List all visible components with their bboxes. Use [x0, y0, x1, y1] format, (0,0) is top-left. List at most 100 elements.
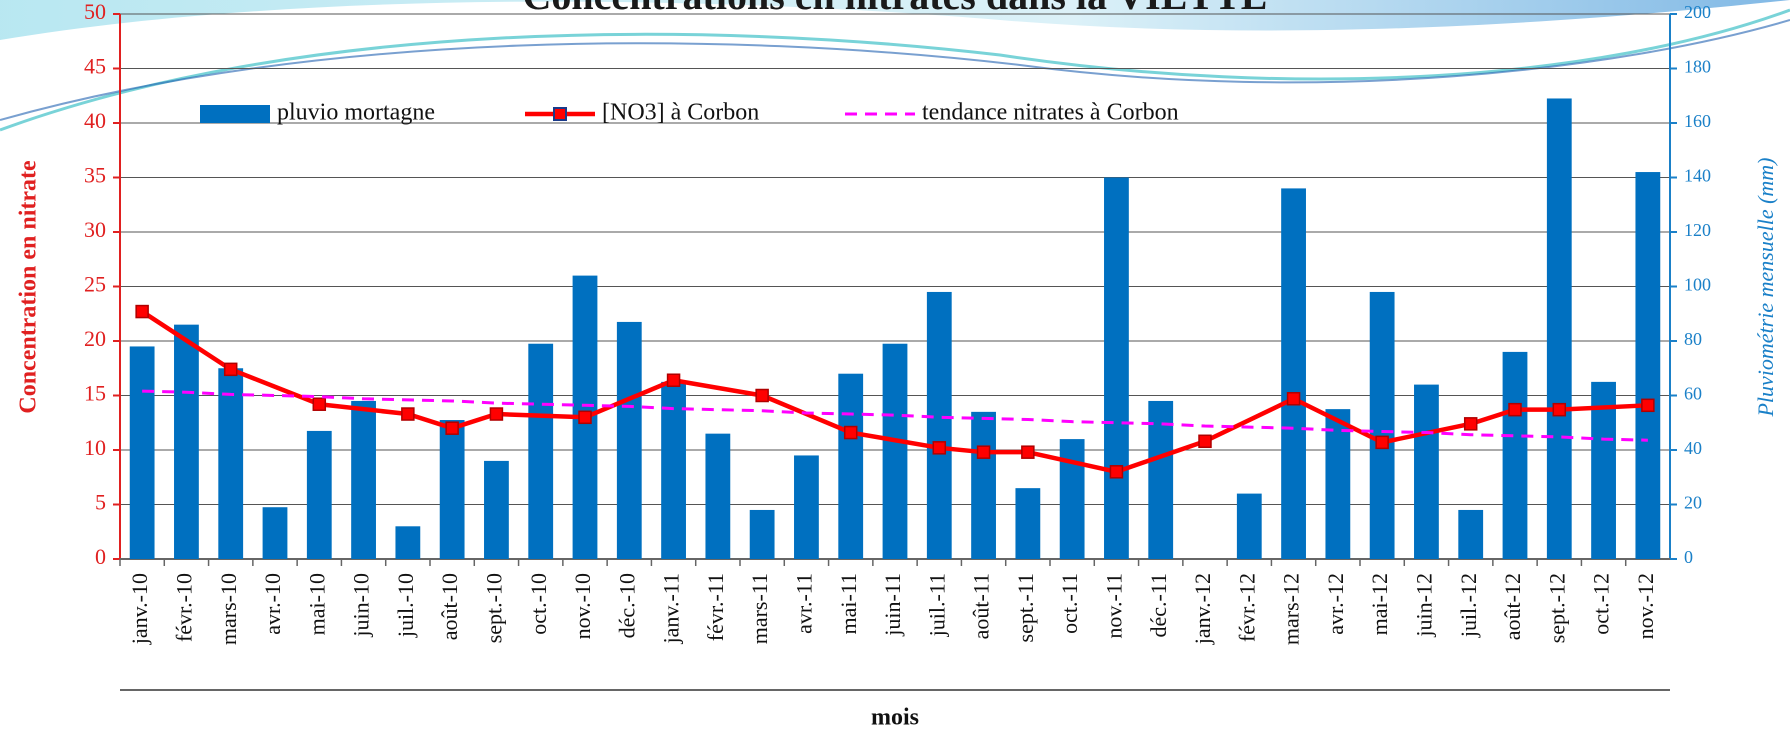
x-tick-label: oct.-11 [1057, 573, 1082, 634]
legend-swatch [200, 105, 270, 123]
x-tick-label: oct.-12 [1589, 573, 1614, 635]
x-tick-label: janv.-12 [1190, 573, 1215, 645]
x-tick-label: juin-11 [880, 573, 905, 637]
bar [1281, 188, 1306, 559]
bar [484, 461, 509, 559]
x-tick-label: juil.-12 [1456, 573, 1481, 638]
y-tick-label: 45 [84, 54, 106, 79]
line-marker [1022, 446, 1034, 458]
bar [528, 344, 553, 559]
bar [351, 401, 376, 559]
x-tick-label: nov.-12 [1633, 573, 1658, 639]
x-tick-label: avr.-10 [260, 573, 285, 635]
bar [395, 526, 420, 559]
y-tick-label: 50 [84, 0, 106, 24]
y2-tick-label: 200 [1684, 2, 1711, 22]
y2-tick-label: 80 [1684, 329, 1702, 349]
y-tick-label: 10 [84, 435, 106, 460]
x-tick-label: mars-10 [216, 573, 241, 645]
x-tick-label: juil.-10 [393, 573, 418, 638]
line-marker [446, 422, 458, 434]
y-tick-label: 15 [84, 381, 106, 406]
x-tick-label: sept.-12 [1544, 573, 1569, 643]
bar [1060, 439, 1085, 559]
bar [1458, 510, 1483, 559]
line-marker [136, 306, 148, 318]
line-marker [579, 411, 591, 423]
line-marker [1376, 436, 1388, 448]
line-segment [496, 414, 585, 417]
legend-marker [554, 108, 566, 120]
y2-tick-label: 160 [1684, 111, 1711, 131]
bar [1015, 488, 1040, 559]
y2-tick-label: 100 [1684, 275, 1711, 295]
x-tick-label: mai-11 [836, 573, 861, 635]
chart: Concentrations en nitrates dans la VIETT… [0, 0, 1790, 733]
x-tick-label: sept.-10 [481, 573, 506, 643]
bar [1237, 494, 1262, 559]
line-marker [668, 374, 680, 386]
x-tick-label: juil.-11 [924, 573, 949, 637]
bar [883, 344, 908, 559]
line-marker [756, 390, 768, 402]
y-tick-label: 25 [84, 272, 106, 297]
x-tick-label: mars-12 [1279, 573, 1304, 645]
line-marker [933, 442, 945, 454]
line-marker [845, 427, 857, 439]
y2-tick-label: 120 [1684, 220, 1711, 240]
legend-label: [NO3] à Corbon [602, 100, 759, 126]
line-marker [1465, 418, 1477, 430]
bar [130, 346, 155, 559]
bar [1370, 292, 1395, 559]
line-marker [1110, 466, 1122, 478]
bar [440, 420, 465, 559]
y-tick-label: 40 [84, 108, 106, 133]
chart-title: Concentrations en nitrates dans la VIETT… [523, 0, 1268, 18]
line-segment [674, 380, 763, 395]
x-tick-label: févr.-12 [1234, 573, 1259, 642]
x-tick-label: déc.-11 [1146, 573, 1171, 638]
bar [1635, 172, 1660, 559]
x-tick-label: nov.-11 [1101, 573, 1126, 639]
y2-tick-label: 140 [1684, 166, 1711, 186]
y-tick-label: 35 [84, 163, 106, 188]
y-tick-label: 30 [84, 217, 106, 242]
line-marker [1642, 399, 1654, 411]
bar [218, 368, 243, 559]
y2-tick-label: 20 [1684, 493, 1702, 513]
bar [971, 412, 996, 559]
bar [1547, 98, 1572, 559]
line-segment [1205, 399, 1294, 442]
line-marker [402, 408, 414, 420]
y2-tick-label: 40 [1684, 438, 1702, 458]
x-tick-label: févr.-11 [703, 573, 728, 641]
x-tick-label: nov.-10 [570, 573, 595, 639]
bar [1104, 178, 1129, 560]
x-tick-label: mai-10 [304, 573, 329, 635]
line-marker [313, 398, 325, 410]
line-marker [1509, 404, 1521, 416]
line-marker [225, 363, 237, 375]
x-tick-label: janv.-11 [659, 573, 684, 644]
bar [750, 510, 775, 559]
y-tick-label: 20 [84, 326, 106, 351]
legend-label: tendance nitrates à Corbon [922, 100, 1179, 126]
x-tick-label: août-12 [1500, 573, 1525, 640]
line-segment [1559, 405, 1648, 409]
bar [927, 292, 952, 559]
x-tick-label: août-11 [969, 573, 994, 639]
line-segment [231, 369, 320, 404]
bar [1503, 352, 1528, 559]
x-axis-title: mois [871, 705, 919, 731]
line-marker [490, 408, 502, 420]
x-tick-label: avr.-11 [791, 573, 816, 634]
bar [307, 431, 332, 559]
line-marker [978, 446, 990, 458]
y-tick-label: 0 [95, 544, 106, 569]
x-tick-label: oct.-10 [526, 573, 551, 635]
bar [174, 325, 199, 559]
y-tick-label: 5 [95, 490, 106, 515]
x-tick-label: avr.-12 [1323, 573, 1348, 635]
x-tick-label: mars-11 [747, 573, 772, 644]
bar [838, 374, 863, 559]
